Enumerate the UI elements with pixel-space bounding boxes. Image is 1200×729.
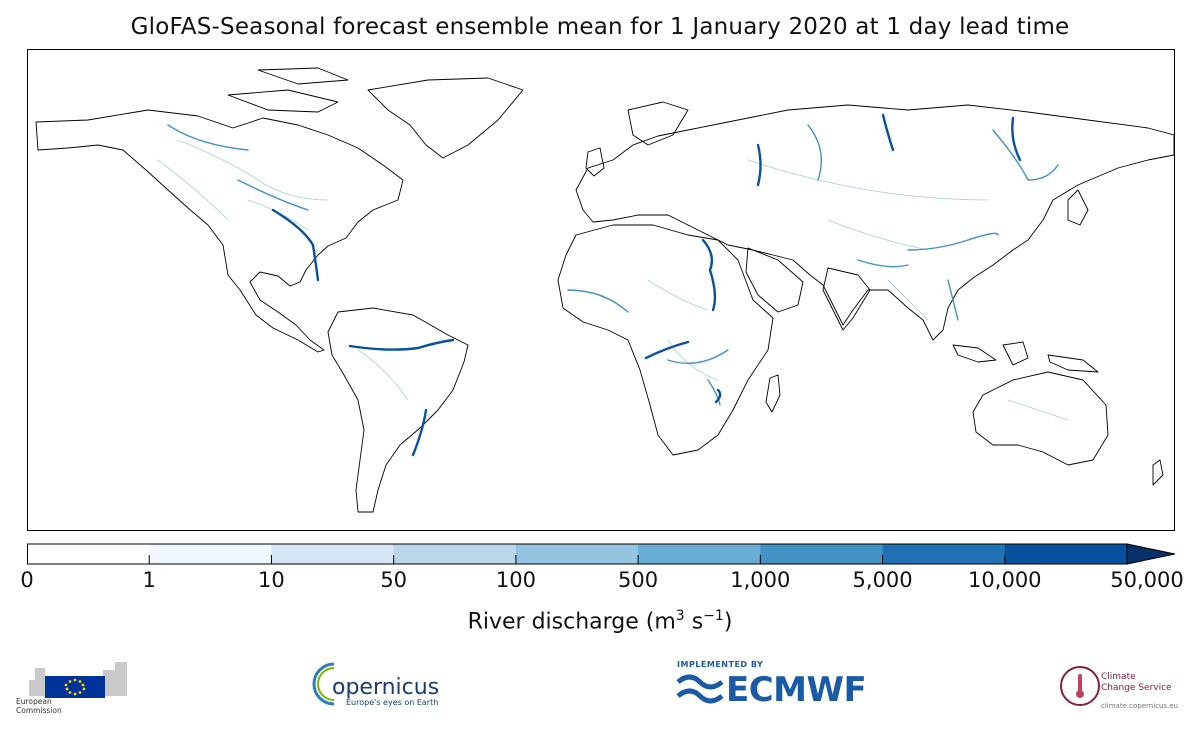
land-arabia [745,247,804,313]
colorbar-extend-arrow [1126,543,1176,565]
colorbar-segment [515,544,639,564]
ecmwf-wordmark: ECMWF [726,670,867,710]
colorbar-segment [638,544,761,564]
colorbar-tick-labels: 0 1 10 50 100 500 1,000 5,000 10,000 50,000 [0,568,1200,598]
ecmwf-implemented-by: IMPLEMENTED BY [677,660,764,669]
colorbar [27,543,1176,565]
colorbar-segment [271,544,395,564]
land-new-zealand [1152,459,1164,486]
colorbar-segment [760,544,884,564]
ecmwf-wave-icon [676,674,724,704]
colorbar-segment [393,544,517,564]
world-map-svg [35,67,1174,513]
land-africa [557,224,774,456]
colorbar-tick-label: 10,000 [968,568,1042,592]
european-commission-logo [29,662,127,698]
copernicus-wordmark: opernicus [332,675,440,700]
colorbar-tick-label: 0 [20,568,34,592]
colorbar-frame [27,543,1128,565]
colorbar-segment [1004,544,1128,564]
map-title: GloFAS-Seasonal forecast ensemble mean f… [130,14,1070,40]
river-network-light [157,139,1069,421]
land-british-isles [585,147,605,177]
colorbar-tick-label: 1 [142,568,156,592]
land-se-asia-islands [952,341,1099,373]
land-madagascar [765,374,781,413]
c3s-line1: Climate [1101,672,1136,682]
colorbar-tick-label: 5,000 [852,568,913,592]
land-australia [972,371,1109,466]
world-map [27,49,1175,531]
land-japan [1067,189,1089,226]
colorbar-tick-label: 50 [380,568,408,592]
colorbar-segment [27,544,150,564]
ec-logo-text: European Commission [16,697,62,715]
colorbar-segment [882,544,1006,564]
land-eurasia [575,104,1174,341]
colorbar-tick-label: 50,000 [1110,568,1184,592]
c3s-ring-icon [1060,666,1100,706]
ec-line2: Commission [16,706,62,715]
colorbar-segment [149,544,272,564]
land-scandinavia [627,101,689,146]
thermometer-icon [1078,674,1082,692]
river-network-medium [167,124,1059,406]
c3s-logo [1060,666,1100,706]
c3s-line2: Change Service [1101,683,1172,693]
colorbar-label: River discharge (m3 s−1) [467,608,733,635]
c3s-text: Climate Change Service [1101,672,1172,694]
colorbar-tick-label: 1,000 [730,568,791,592]
land-north-america [35,109,404,353]
river-network-major [271,113,1022,457]
land-arctic-islands [227,67,349,113]
land-greenland [367,77,524,159]
land-india [822,267,871,331]
copernicus-c-icon [312,662,335,706]
copernicus-logo [312,662,335,706]
eu-stars-icon [64,678,86,696]
colorbar-tick-label: 100 [495,568,536,592]
c3s-url: climate.copernicus.eu [1101,702,1179,710]
ec-line1: European [16,697,52,706]
colorbar-tick-label: 500 [618,568,659,592]
copernicus-tagline: Europe's eyes on Earth [346,698,439,707]
land-south-america [327,307,469,513]
eu-flag [45,676,105,698]
colorbar-tick-label: 10 [258,568,285,592]
ec-building-icon [29,662,127,696]
